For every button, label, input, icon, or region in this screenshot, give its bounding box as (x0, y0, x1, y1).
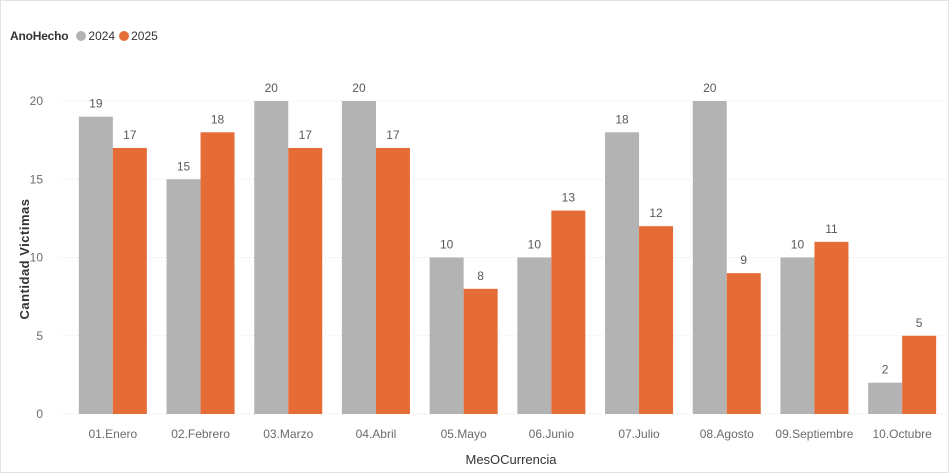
legend-title: AnoHecho (10, 29, 69, 43)
data-label-2025-7: 12 (649, 206, 663, 220)
data-label-2024-1: 19 (89, 97, 103, 111)
bar-2025-4 (375, 147, 410, 414)
bar-2025-1 (112, 147, 147, 414)
legend: AnoHecho 2024 2025 (10, 28, 162, 44)
bar-2024-4 (341, 101, 376, 414)
data-label-2024-5: 10 (440, 238, 454, 252)
x-tick-7: 07.Julio (618, 427, 660, 441)
data-label-2025-10: 5 (916, 316, 923, 330)
x-tick-9: 09.Septiembre (775, 427, 853, 441)
legend-item-2025[interactable]: 2025 (119, 29, 158, 43)
bar-2025-2 (200, 132, 235, 415)
data-label-2025-5: 8 (477, 269, 484, 283)
data-label-2025-8: 9 (740, 253, 747, 267)
y-axis-ticks: 0 5 10 15 20 (30, 94, 44, 421)
x-tick-1: 01.Enero (88, 427, 137, 441)
x-tick-2: 02.Febrero (171, 427, 230, 441)
data-label-2024-9: 10 (791, 238, 805, 252)
bar-2024-9 (780, 257, 815, 414)
x-tick-3: 03.Marzo (263, 427, 313, 441)
x-axis-title: MesOCurrencia (465, 452, 557, 467)
data-label-2024-2: 15 (177, 159, 191, 173)
bar-2024-1 (78, 116, 113, 415)
bar-2024-5 (429, 257, 464, 414)
y-axis-title: Cantidad Victimas (17, 199, 32, 320)
data-label-2025-2: 18 (211, 112, 225, 126)
data-label-2024-3: 20 (265, 81, 279, 95)
y-tick-10: 10 (30, 251, 44, 265)
data-labels: 19 17 15 18 20 17 20 17 10 8 10 13 18 12 20 9 10 11 2 5 (89, 81, 923, 377)
bar-2025-5 (463, 288, 498, 414)
bar-2024-8 (692, 101, 727, 414)
x-tick-4: 04.Abril (356, 427, 397, 441)
data-label-2025-4: 17 (386, 128, 400, 142)
x-tick-6: 06.Junio (529, 427, 575, 441)
bars (78, 101, 937, 415)
y-tick-15: 15 (30, 172, 44, 186)
bar-2025-3 (288, 147, 323, 414)
legend-label-2024: 2024 (88, 29, 116, 43)
bar-2024-2 (166, 179, 201, 414)
data-label-2024-4: 20 (352, 81, 366, 95)
data-label-2024-10: 2 (882, 363, 889, 377)
x-tick-5: 05.Mayo (441, 427, 487, 441)
bar-2024-3 (254, 101, 289, 414)
data-label-2025-3: 17 (299, 128, 313, 142)
bar-2025-10 (902, 335, 937, 414)
x-tick-10: 10.Octubre (872, 427, 932, 441)
legend-swatch-2024 (76, 31, 87, 41)
bar-2024-10 (868, 382, 903, 414)
bar-2024-6 (517, 257, 552, 414)
bar-2025-7 (639, 226, 674, 414)
legend-label-2025: 2025 (131, 29, 158, 43)
legend-item-2024[interactable]: 2024 (76, 29, 115, 43)
x-axis-ticks: 01.Enero 02.Febrero 03.Marzo 04.Abril 05.May… (88, 427, 932, 441)
data-label-2025-1: 17 (123, 128, 137, 142)
y-tick-20: 20 (30, 94, 44, 108)
data-label-2025-9: 11 (825, 222, 838, 236)
bar-2024-7 (605, 132, 640, 415)
bar-2025-8 (726, 273, 761, 414)
y-tick-0: 0 (36, 407, 43, 421)
bar-2025-6 (551, 210, 586, 414)
bar-2025-9 (814, 241, 849, 414)
x-tick-8: 08.Agosto (700, 427, 754, 441)
legend-swatch-2025 (119, 31, 130, 41)
y-tick-5: 5 (36, 329, 43, 343)
data-label-2025-6: 13 (562, 191, 576, 205)
data-label-2024-6: 10 (528, 238, 542, 252)
data-label-2024-8: 20 (703, 81, 717, 95)
data-label-2024-7: 18 (615, 112, 629, 126)
